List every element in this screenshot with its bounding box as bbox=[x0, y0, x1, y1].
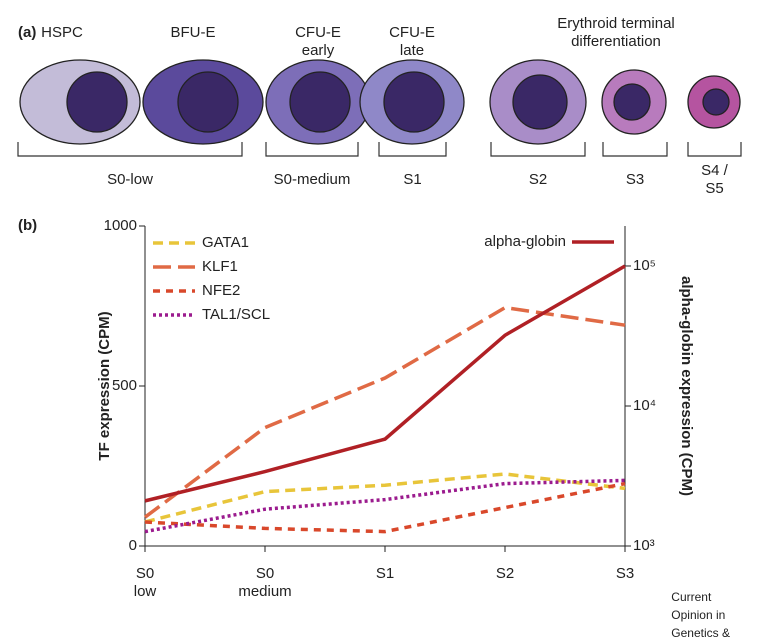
x-tick-label: S2 bbox=[495, 565, 515, 582]
bracket bbox=[378, 142, 447, 157]
y-axis-label: TF expression (CPM) bbox=[96, 311, 113, 461]
y2-axis-label: alpha-globin expression (CPM) bbox=[678, 275, 695, 497]
bracket bbox=[602, 142, 668, 157]
y-tick-label: 500 bbox=[111, 377, 137, 394]
series-line bbox=[144, 264, 626, 503]
group-label: S0-low bbox=[107, 171, 153, 188]
stage-header: CFU-E late bbox=[389, 24, 435, 59]
bracket bbox=[687, 142, 742, 157]
x-tick-label: S0 low bbox=[133, 565, 157, 600]
stage-header: BFU-E bbox=[170, 24, 216, 41]
series-line bbox=[144, 481, 626, 534]
bracket bbox=[265, 142, 359, 157]
series-line bbox=[144, 472, 626, 524]
legend-label: KLF1 bbox=[202, 258, 238, 275]
group-label: S2 bbox=[528, 171, 548, 188]
group-label: S0-medium bbox=[273, 171, 351, 188]
stage-header: CFU-E early bbox=[295, 24, 341, 59]
legend-label: NFE2 bbox=[202, 282, 241, 299]
stage-header: HSPC bbox=[41, 24, 83, 41]
y-tick-label: 1000 bbox=[103, 217, 137, 234]
stage-header: Erythroid terminal differentiation bbox=[557, 15, 675, 50]
bracket bbox=[490, 142, 586, 157]
group-label: S3 bbox=[625, 171, 645, 188]
y-tick-label: 0 bbox=[128, 537, 137, 554]
legend-label: alpha-globin bbox=[484, 233, 566, 250]
x-tick-label: S3 bbox=[615, 565, 635, 582]
nucleus bbox=[383, 71, 445, 133]
series-line bbox=[144, 478, 626, 534]
panel-label: (a) bbox=[18, 24, 37, 41]
y2-tick-label: 10³ bbox=[633, 537, 655, 554]
nucleus bbox=[702, 88, 730, 116]
nucleus bbox=[289, 71, 351, 133]
panel-label: (b) bbox=[18, 217, 38, 234]
legend-label: TAL1/SCL bbox=[202, 306, 271, 323]
nucleus bbox=[177, 71, 239, 133]
nucleus bbox=[613, 83, 651, 121]
y2-tick-label: 10⁴ bbox=[633, 396, 657, 414]
x-tick-label: S1 bbox=[375, 565, 395, 582]
nucleus bbox=[512, 74, 568, 130]
nucleus bbox=[66, 71, 128, 133]
legend-label: GATA1 bbox=[202, 234, 249, 251]
group-label: S1 bbox=[403, 171, 422, 188]
source-credit: Current Opinion in Genetics & Developmen… bbox=[671, 590, 730, 640]
bracket bbox=[17, 142, 243, 157]
y2-tick-label: 10⁵ bbox=[633, 256, 656, 274]
x-tick-label: S0 medium bbox=[238, 565, 292, 600]
group-label: S4 / S5 bbox=[701, 162, 728, 197]
